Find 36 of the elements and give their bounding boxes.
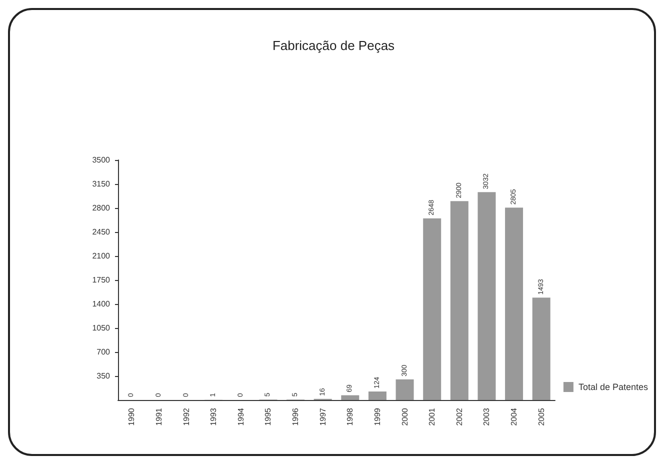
chart-title: Fabricação de Peças <box>272 38 396 53</box>
legend-label: Total de Patentes <box>578 382 648 392</box>
x-tick-label: 2005 <box>536 407 546 426</box>
x-tick-label: 1996 <box>291 407 300 426</box>
x-tick-label: 2000 <box>400 407 410 426</box>
x-tick-label: 1990 <box>127 407 136 426</box>
bar <box>532 298 550 400</box>
x-tick-label: 1997 <box>318 407 328 426</box>
x-tick-label: 2002 <box>454 407 464 426</box>
bar <box>478 192 496 400</box>
x-tick-label: 1991 <box>154 407 164 426</box>
x-tick-label: 1994 <box>236 407 246 426</box>
bar <box>341 395 360 400</box>
bar <box>505 208 524 400</box>
x-tick-label: 1999 <box>372 407 382 426</box>
x-tick-label: 1995 <box>264 407 273 426</box>
y-tick-label: 3500 <box>92 156 111 164</box>
bar <box>423 218 442 400</box>
bar <box>396 379 414 400</box>
x-tick-label: 1992 <box>182 407 191 426</box>
y-tick-label: 3150 <box>92 180 111 188</box>
y-tick-label: 700 <box>96 348 111 356</box>
x-tick-label: 1998 <box>346 407 355 426</box>
y-tick-label: 1400 <box>92 300 111 308</box>
x-tick-label: 2003 <box>482 407 492 426</box>
bar <box>368 391 386 400</box>
y-tick-label: 2100 <box>92 252 111 260</box>
x-tick-label: 1993 <box>209 407 218 426</box>
x-tick-label: 2004 <box>510 407 519 426</box>
y-tick-label: 350 <box>96 372 111 380</box>
y-tick-label: 1750 <box>92 276 111 284</box>
y-tick-label: 2450 <box>92 228 111 236</box>
y-tick-label: 2800 <box>92 204 111 212</box>
y-tick-label: 1050 <box>92 324 111 332</box>
bar <box>450 201 468 400</box>
x-tick-label: 2001 <box>428 407 437 426</box>
